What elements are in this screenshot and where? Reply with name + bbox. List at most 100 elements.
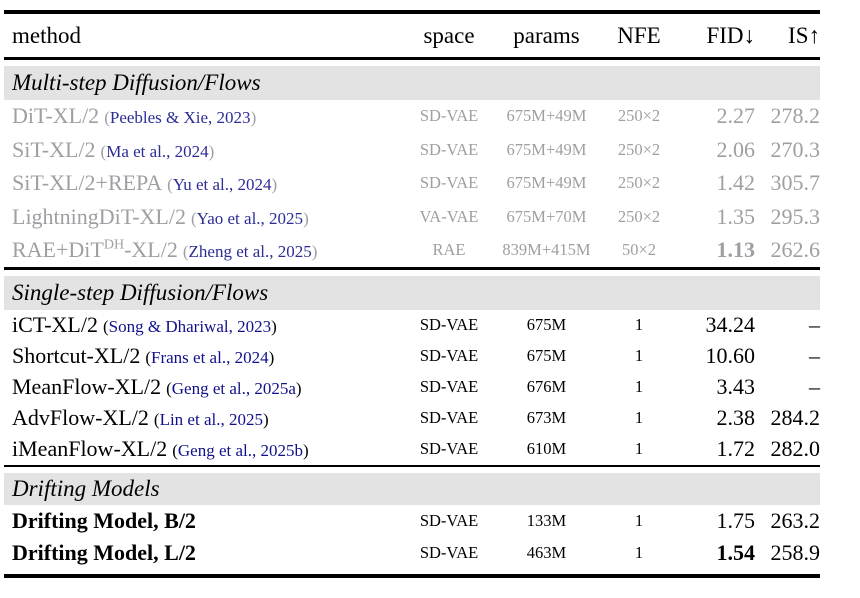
table-row: Drifting Model, B/2 SD-VAE 133M 1 1.75 2… [4, 505, 820, 537]
method-name: DiT-XL/2 [12, 103, 100, 129]
citation-link[interactable]: (Ma et al., 2024) [100, 141, 215, 161]
is-cell: 295.3 [770, 203, 821, 229]
space-cell: SD-VAE [419, 139, 479, 159]
space-cell: SD-VAE [419, 377, 479, 396]
fid-cell: 1.42 [716, 170, 756, 196]
method-name: RAE+DiTDH-XL/2 [12, 237, 178, 263]
space-cell: SD-VAE [419, 511, 479, 530]
fid-cell: 10.60 [705, 343, 756, 368]
table-header-row: method space params NFE FID↓ IS↑ [4, 14, 820, 57]
method-name: LightningDiT-XL/2 [12, 203, 186, 229]
method-name: AdvFlow-XL/2 [12, 405, 149, 430]
top-rule [4, 10, 820, 14]
is-cell: 284.2 [770, 405, 821, 430]
table-row: SiT-XL/2+REPA (Yu et al., 2024) SD-VAE 67… [4, 167, 820, 201]
col-header-fid: FID↓ [706, 22, 755, 48]
section-title: Single-step Diffusion/Flows [4, 275, 820, 310]
nfe-cell: 1 [634, 377, 644, 396]
table-row: SiT-XL/2 (Ma et al., 2024) SD-VAE 675M+49… [4, 133, 820, 167]
is-cell: 262.6 [770, 237, 821, 263]
fid-cell: 2.27 [716, 103, 756, 129]
params-cell: 133M [526, 511, 567, 530]
col-header-is: IS↑ [788, 22, 820, 48]
space-cell: VA-VAE [419, 206, 479, 226]
fid-cell: 1.72 [716, 436, 756, 461]
nfe-cell: 1 [634, 439, 644, 458]
bottom-rule [4, 574, 820, 578]
fid-cell: 34.24 [705, 312, 756, 337]
params-cell: 675M [526, 346, 567, 365]
section-title: Drifting Models [4, 473, 820, 505]
is-cell: – [809, 312, 820, 337]
params-cell: 839M+415M [502, 240, 591, 260]
space-cell: SD-VAE [419, 173, 479, 193]
space-cell: SD-VAE [419, 315, 479, 334]
citation-link[interactable]: (Lin et al., 2025) [153, 410, 269, 429]
params-cell: 610M [526, 439, 567, 458]
fid-cell: 2.38 [716, 405, 756, 430]
citation-link[interactable]: (Song & Dhariwal, 2023) [102, 317, 277, 336]
table-row: DiT-XL/2 (Peebles & Xie, 2023) SD-VAE 675… [4, 100, 820, 134]
col-header-method: method [12, 22, 81, 48]
col-header-params: params [513, 22, 580, 48]
section-single-step: Single-step Diffusion/Flows iCT-XL/2 (Son… [4, 275, 821, 465]
params-cell: 675M+49M [506, 139, 587, 159]
nfe-cell: 1 [634, 543, 644, 562]
citation-link[interactable]: (Yao et al., 2025) [190, 208, 309, 228]
params-cell: 463M [526, 543, 567, 562]
space-cell: SD-VAE [419, 346, 479, 365]
is-cell: 282.0 [770, 436, 821, 461]
is-cell: 305.7 [770, 170, 821, 196]
table-row: iCT-XL/2 (Song & Dhariwal, 2023) SD-VAE 6… [4, 310, 820, 341]
space-cell: SD-VAE [419, 439, 479, 458]
method-name: SiT-XL/2+REPA [12, 170, 163, 196]
section-multi-step: Multi-step Diffusion/Flows DiT-XL/2 (Peeb… [4, 65, 820, 268]
method-name: Shortcut-XL/2 [12, 343, 141, 368]
table-row: AdvFlow-XL/2 (Lin et al., 2025) SD-VAE 67… [4, 403, 820, 434]
params-cell: 675M+70M [506, 206, 587, 226]
table-row: LightningDiT-XL/2 (Yao et al., 2025) VA-V… [4, 200, 820, 234]
nfe-cell: 1 [634, 315, 644, 334]
col-header-nfe: NFE [617, 22, 661, 48]
method-name: MeanFlow-XL/2 [12, 374, 162, 399]
is-cell: – [809, 374, 820, 399]
nfe-cell: 250×2 [617, 206, 661, 226]
citation-link[interactable]: (Geng et al., 2025a) [166, 379, 302, 398]
nfe-cell: 50×2 [621, 240, 657, 260]
nfe-cell: 250×2 [617, 139, 661, 159]
params-cell: 675M [526, 315, 567, 334]
params-cell: 676M [526, 377, 567, 396]
citation-link[interactable]: (Yu et al., 2024) [167, 175, 278, 195]
params-cell: 675M+49M [506, 173, 587, 193]
params-cell: 675M+49M [506, 106, 587, 126]
citation-link[interactable]: (Geng et al., 2025b) [172, 441, 309, 460]
is-cell: 258.9 [770, 540, 821, 565]
nfe-cell: 1 [634, 408, 644, 427]
table-row: RAE+DiTDH-XL/2 (Zheng et al., 2025) RAE 8… [4, 234, 820, 268]
section-rule [4, 267, 820, 270]
is-cell: – [809, 343, 820, 368]
section-rule [4, 464, 820, 467]
citation-link[interactable]: (Peebles & Xie, 2023) [104, 108, 257, 128]
params-cell: 673M [526, 408, 567, 427]
nfe-cell: 1 [634, 511, 644, 530]
header-rule [4, 57, 820, 60]
space-cell: SD-VAE [419, 543, 479, 562]
citation-link[interactable]: (Frans et al., 2024) [145, 348, 275, 367]
method-name: SiT-XL/2 [12, 136, 96, 162]
col-header-space: space [423, 22, 475, 48]
table-row: MeanFlow-XL/2 (Geng et al., 2025a) SD-VAE… [4, 372, 820, 403]
method-name: iCT-XL/2 [12, 312, 98, 337]
method-name: Drifting Model, B/2 [12, 508, 196, 533]
space-cell: SD-VAE [419, 408, 479, 427]
space-cell: RAE [432, 240, 466, 260]
nfe-cell: 250×2 [617, 106, 661, 126]
is-cell: 270.3 [770, 136, 821, 162]
section-title: Multi-step Diffusion/Flows [4, 65, 820, 100]
table-row: Shortcut-XL/2 (Frans et al., 2024) SD-VAE… [4, 341, 820, 372]
fid-cell: 1.13 [716, 237, 756, 263]
nfe-cell: 1 [634, 346, 644, 365]
citation-link[interactable]: (Zheng et al., 2025) [182, 242, 318, 262]
fid-cell: 1.35 [716, 203, 756, 229]
results-table: method space params NFE FID↓ IS↑ Multi-s… [4, 10, 820, 578]
